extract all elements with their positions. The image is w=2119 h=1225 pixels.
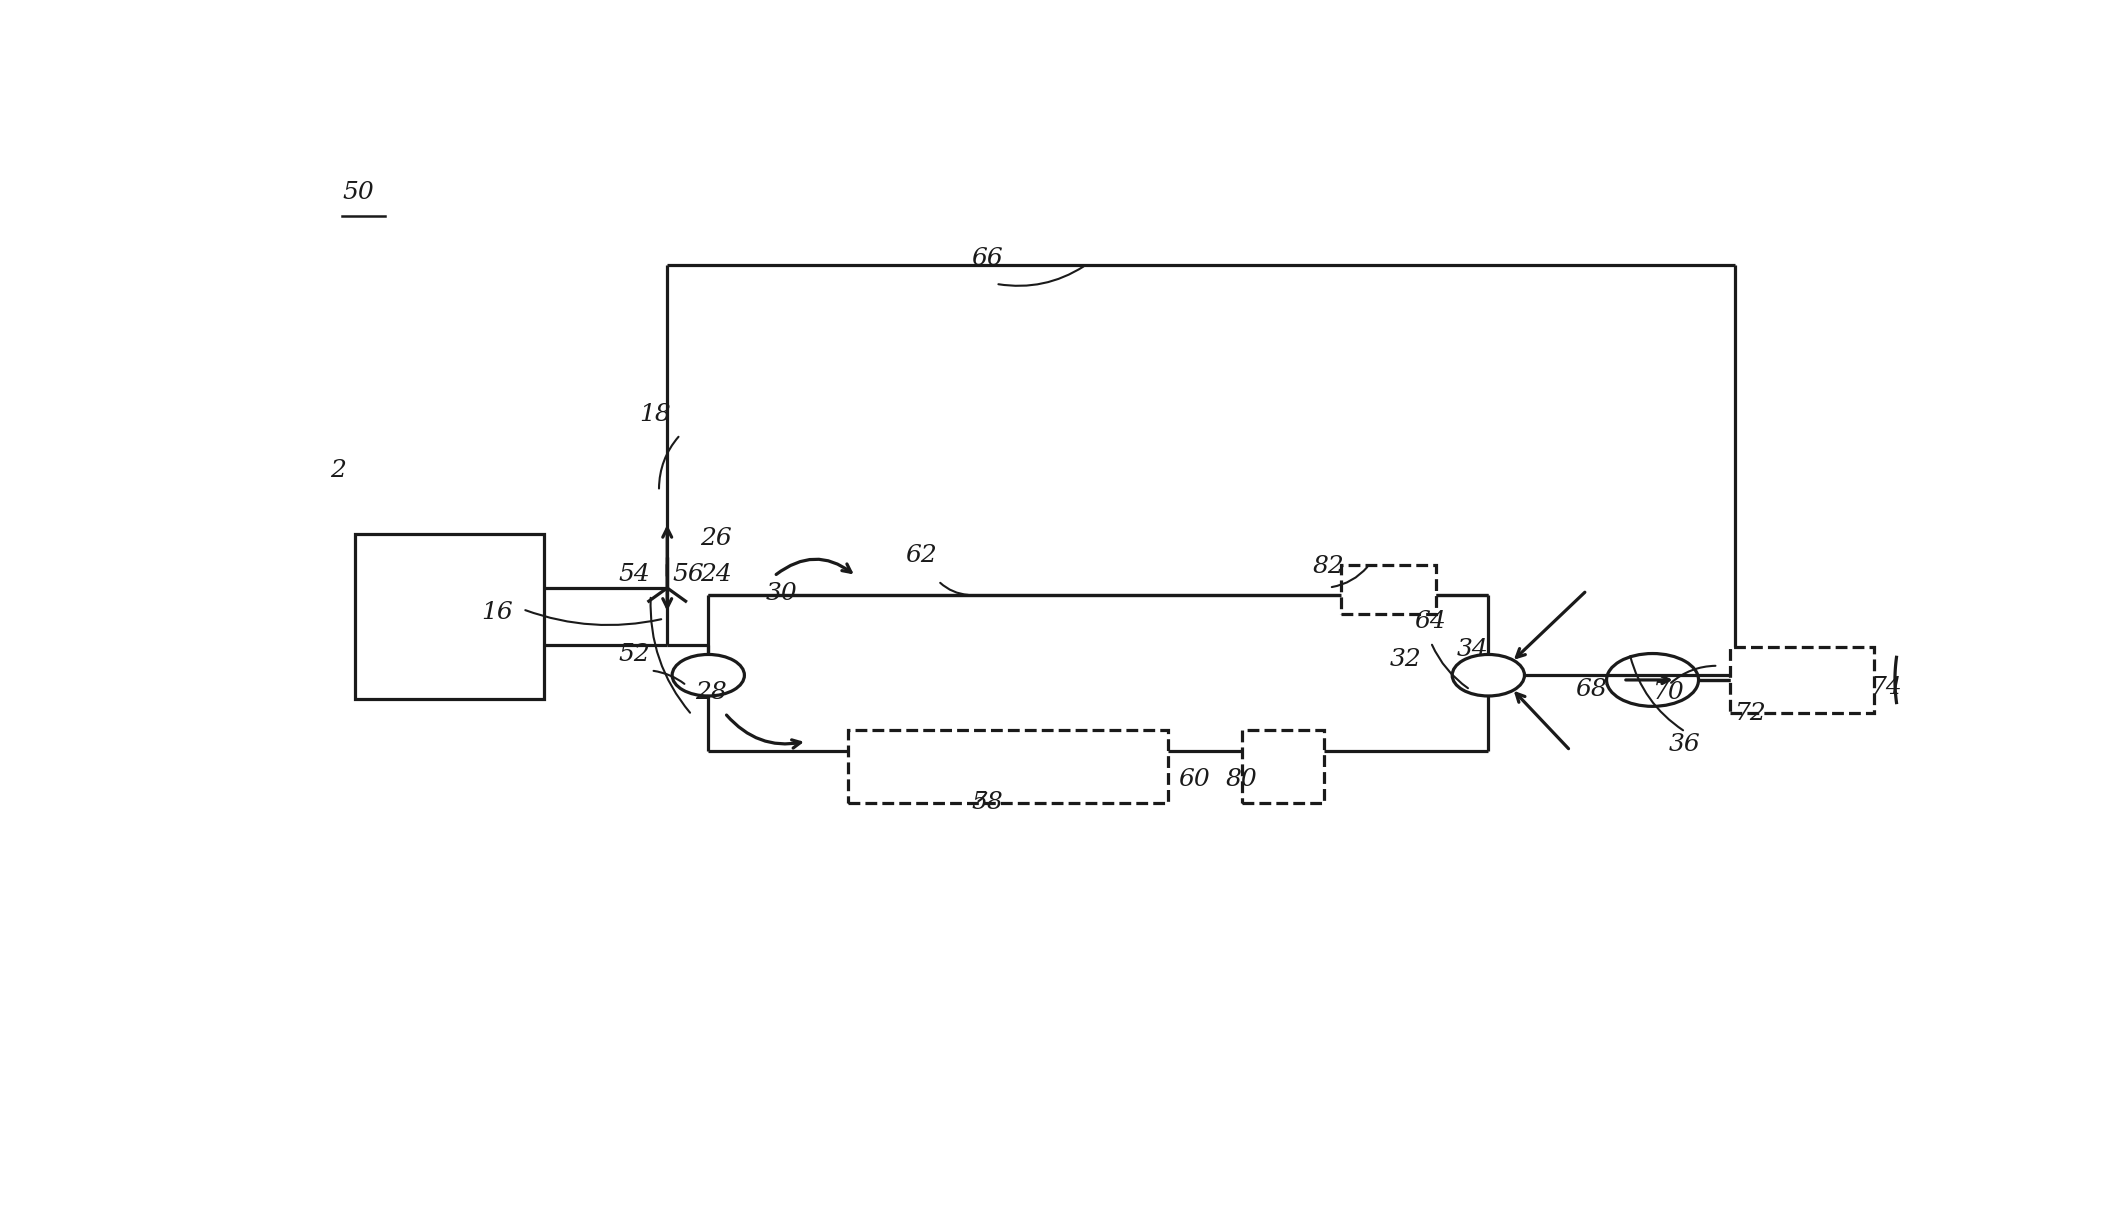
Bar <box>1729 647 1875 713</box>
Text: 70: 70 <box>1653 681 1685 704</box>
Text: 74: 74 <box>1871 676 1903 699</box>
Bar <box>1242 730 1324 802</box>
Text: 54: 54 <box>619 564 651 586</box>
Bar <box>848 730 1168 802</box>
Text: 16: 16 <box>481 600 513 624</box>
Text: 52: 52 <box>619 643 651 666</box>
Text: 50: 50 <box>341 181 373 203</box>
Text: 36: 36 <box>1670 733 1702 756</box>
Text: 58: 58 <box>971 791 1002 815</box>
Text: 62: 62 <box>905 544 937 567</box>
Text: 26: 26 <box>699 527 731 550</box>
Text: 60: 60 <box>1178 768 1210 790</box>
Text: 18: 18 <box>640 403 672 425</box>
Text: 34: 34 <box>1458 638 1490 662</box>
Text: 80: 80 <box>1225 768 1257 790</box>
Bar <box>1341 565 1437 614</box>
Text: 28: 28 <box>695 681 727 704</box>
Text: 72: 72 <box>1735 702 1767 725</box>
Text: 56: 56 <box>672 564 704 586</box>
Text: 66: 66 <box>971 247 1002 270</box>
Text: 2: 2 <box>331 459 345 483</box>
Text: 30: 30 <box>765 582 797 605</box>
Text: 68: 68 <box>1574 677 1606 701</box>
Text: 64: 64 <box>1415 610 1445 633</box>
Text: 24: 24 <box>699 564 731 586</box>
Bar <box>356 534 545 698</box>
Text: 82: 82 <box>1312 555 1343 578</box>
Text: 32: 32 <box>1390 648 1422 671</box>
